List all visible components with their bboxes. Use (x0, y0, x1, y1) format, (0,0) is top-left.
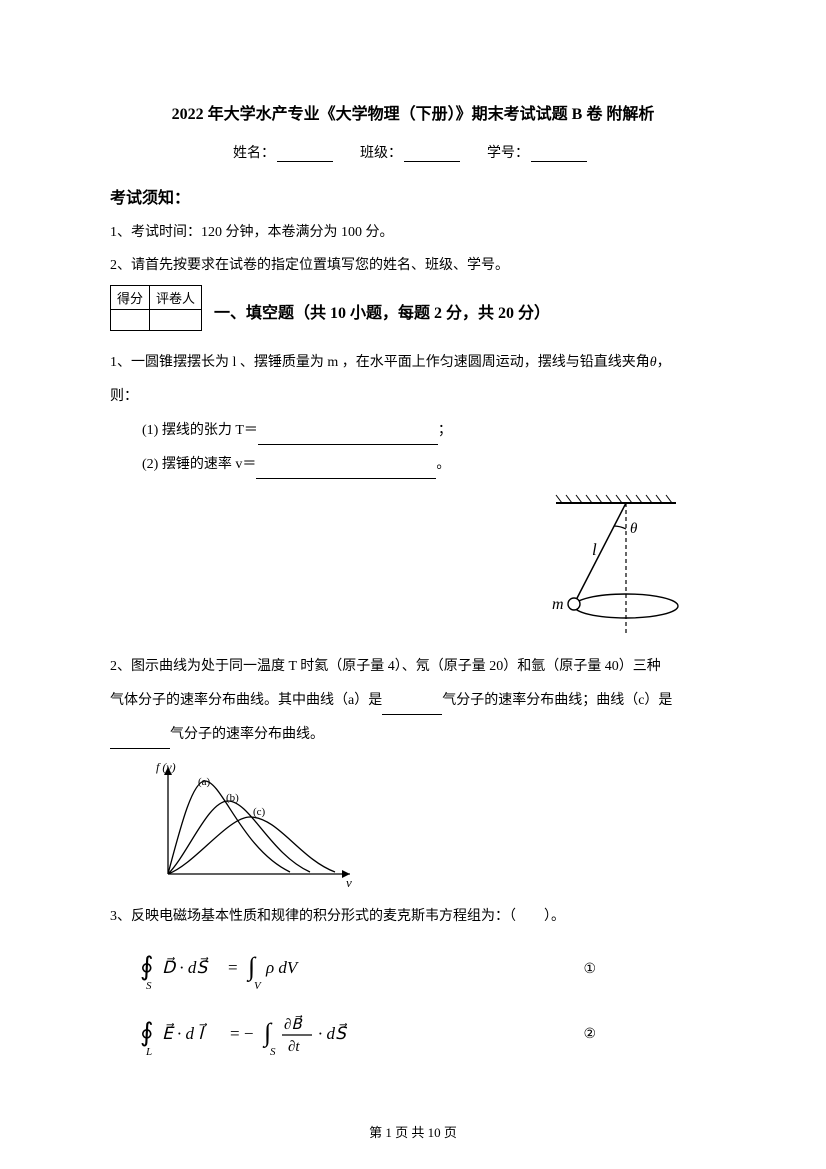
q2-blank-a[interactable] (382, 700, 442, 715)
score-table: 得分 评卷人 (110, 285, 202, 331)
svg-text:∂B⃗: ∂B⃗ (284, 1014, 303, 1033)
l-label: l (592, 540, 597, 559)
svg-text:E⃗ · d l⃗: E⃗ · d l⃗ (162, 1023, 208, 1043)
name-blank[interactable] (277, 147, 333, 162)
svg-text:∮: ∮ (140, 1018, 154, 1047)
section-1-title: 一、填空题（共 10 小题，每题 2 分，共 20 分） (214, 299, 550, 323)
svg-text:∫: ∫ (246, 952, 257, 982)
svg-text:(c): (c) (253, 806, 266, 818)
q1-text-c: 则： (110, 383, 716, 411)
eq-1: ∮ S D⃗ · dS⃗ = ∫ V ρ dV (140, 945, 330, 993)
q1-sub2-a: (2) 摆锤的速率 v＝ (142, 457, 256, 472)
id-label: 学号： (487, 146, 529, 161)
q1-sub1-blank[interactable] (258, 430, 438, 445)
score-col-2: 评卷人 (150, 286, 202, 310)
svg-text:S: S (146, 980, 152, 992)
q1-text: 1、一圆锥摆摆长为 l 、摆锤质量为 m ，在水平面上作匀速圆周运动，摆线与铅直… (110, 349, 716, 377)
eqnum-1: ① (583, 961, 596, 978)
theta-label: θ (630, 521, 638, 537)
pendulum-figure: θ l m (496, 489, 686, 639)
score-col-1: 得分 (111, 286, 150, 310)
q1-text-a: 1、一圆锥摆摆长为 l 、摆锤质量为 m ，在水平面上作匀速圆周运动，摆线与铅直… (110, 355, 650, 370)
svg-text:∫: ∫ (262, 1018, 273, 1048)
svg-text:∮: ∮ (140, 952, 154, 981)
q1-sub2: (2) 摆锤的速率 v＝ 。 (142, 451, 716, 479)
notice-header: 考试须知： (110, 184, 716, 208)
svg-text:L: L (145, 1046, 152, 1058)
q1-sub1: (1) 摆线的张力 T＝ ； (142, 417, 716, 445)
q2-line2: 气体分子的速率分布曲线。其中曲线（a）是 气分子的速率分布曲线；曲线（c）是 (110, 687, 716, 715)
q1-sub2-blank[interactable] (256, 464, 436, 479)
q2-blank-c[interactable] (110, 734, 170, 749)
q2-d: 气分子的速率分布曲线。 (170, 727, 324, 742)
class-label: 班级： (360, 146, 402, 161)
name-label: 姓名： (233, 146, 275, 161)
eq-2: ∮ L E⃗ · d l⃗ = − ∫ S ∂B⃗ ∂t · dS⃗ (140, 1007, 370, 1061)
svg-text:f (v): f (v) (156, 760, 176, 774)
q2-line1: 2、图示曲线为处于同一温度 T 时氦（原子量 4）、氖（原子量 20）和氩（原子… (110, 653, 716, 681)
page-footer: 第 1 页 共 10 页 (0, 1122, 826, 1141)
notice-2: 2、请首先按要求在试卷的指定位置填写您的姓名、班级、学号。 (110, 253, 716, 280)
svg-text:D⃗ · dS⃗: D⃗ · dS⃗ (162, 957, 209, 977)
id-blank[interactable] (531, 147, 587, 162)
q1-sub1-c: ； (438, 423, 452, 438)
q1-sub2-c: 。 (436, 457, 450, 472)
q3-text: 3、反映电磁场基本性质和规律的积分形式的麦克斯韦方程组为：（ ）。 (110, 903, 716, 931)
eq-1-row: ∮ S D⃗ · dS⃗ = ∫ V ρ dV ① (140, 945, 716, 993)
class-blank[interactable] (404, 147, 460, 162)
theta-symbol: θ (650, 355, 657, 370)
svg-text:V: V (254, 980, 262, 992)
svg-text:(b): (b) (226, 792, 239, 804)
m-label: m (552, 596, 564, 613)
exam-title: 2022 年大学水产专业《大学物理（下册）》期末考试试题 B 卷 附解析 (110, 100, 716, 124)
svg-text:v: v (346, 875, 352, 889)
eq-2-row: ∮ L E⃗ · d l⃗ = − ∫ S ∂B⃗ ∂t · dS⃗ ② (140, 1007, 716, 1061)
svg-text:ρ dV: ρ dV (265, 958, 300, 977)
speed-dist-figure: f (v) v (a) (b) (c) (150, 759, 360, 889)
student-info-line: 姓名： 班级： 学号： (110, 142, 716, 162)
q1-text-b: ， (657, 355, 671, 370)
notice-1: 1、考试时间：120 分钟，本卷满分为 100 分。 (110, 220, 716, 247)
svg-text:= −: = − (230, 1024, 253, 1043)
svg-text:S: S (270, 1046, 276, 1058)
svg-text:∂t: ∂t (288, 1039, 300, 1055)
svg-text:=: = (228, 958, 238, 977)
q1-sub1-a: (1) 摆线的张力 T＝ (142, 423, 258, 438)
eqnum-2: ② (583, 1026, 596, 1043)
q2-b: 气体分子的速率分布曲线。其中曲线（a）是 (110, 693, 382, 708)
q2-line3: 气分子的速率分布曲线。 (110, 721, 716, 749)
q2-c: 气分子的速率分布曲线；曲线（c）是 (442, 693, 672, 708)
svg-text:(a): (a) (198, 776, 211, 788)
svg-text:· dS⃗: · dS⃗ (318, 1023, 348, 1043)
